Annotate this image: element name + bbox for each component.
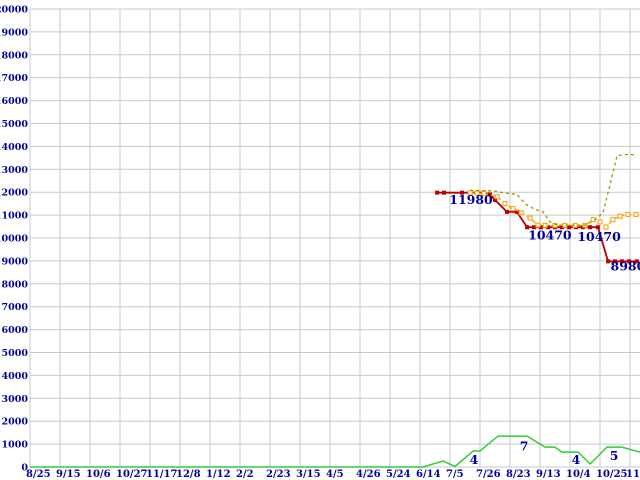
x-axis-tick-label: 12/8 — [176, 469, 201, 480]
series-orange-marker — [633, 211, 639, 217]
series-red-marker — [487, 192, 492, 197]
x-axis-tick-label: 10/4 — [566, 469, 591, 480]
series-orange-marker — [552, 222, 558, 228]
x-axis-tick-label: 11/17 — [146, 469, 178, 480]
x-axis-tick-label: 8/23 — [506, 469, 531, 480]
x-axis-tick-label: 2/23 — [266, 469, 291, 480]
x-axis-tick-label: 9/13 — [536, 469, 561, 480]
y-axis-tick-label: 13000 — [0, 165, 28, 176]
x-axis-tick-label: 10/6 — [86, 469, 111, 480]
series-orange-marker — [625, 211, 631, 217]
series-olive-line — [470, 153, 637, 226]
x-axis-tick-label: 5/24 — [386, 469, 411, 480]
series-red-marker — [567, 225, 572, 230]
x-axis-tick-label: 10/25 — [596, 469, 628, 480]
series-orange-marker — [617, 213, 623, 219]
series-red-marker — [595, 225, 600, 230]
data-value-label: 10470 — [528, 228, 572, 243]
series-red-marker — [613, 259, 617, 264]
series-orange-marker — [535, 222, 541, 228]
series-red-marker — [546, 225, 551, 230]
series-orange-marker — [597, 219, 603, 225]
series-orange-marker — [527, 215, 533, 221]
y-axis-tick-label: 5000 — [2, 348, 29, 359]
series-orange-marker — [510, 206, 516, 212]
data-value-label: 8980 — [611, 259, 640, 274]
series-red-marker — [538, 225, 543, 230]
series-red-marker — [532, 225, 536, 230]
series-red-marker — [493, 197, 497, 202]
y-axis-tick-label: 0 — [21, 463, 28, 474]
series-orange-marker — [542, 222, 548, 228]
y-axis-tick-label: 6000 — [2, 325, 29, 336]
y-axis-tick-label: 1000 — [2, 440, 29, 451]
series-red-marker — [559, 225, 564, 230]
series-orange-marker — [518, 210, 524, 216]
series-red-marker — [505, 209, 509, 214]
x-axis-tick-label: 2/2 — [236, 469, 254, 480]
y-axis-tick-label: 14000 — [0, 142, 28, 153]
y-axis-tick-label: 15000 — [0, 119, 28, 130]
x-axis-tick-label: 1/12 — [206, 469, 231, 480]
y-axis-tick-label: 10000 — [0, 234, 28, 245]
x-axis-tick-label: 4/5 — [326, 469, 344, 480]
data-value-label: 10470 — [577, 229, 621, 244]
series-red-marker — [606, 259, 611, 264]
x-axis-tick-label: 11/8 — [626, 469, 640, 480]
y-axis-tick-label: 20000 — [0, 5, 28, 16]
series-green-line — [30, 435, 640, 468]
series-red-marker — [525, 225, 530, 230]
y-axis-tick-label: 9000 — [2, 256, 29, 267]
data-value-label: 4 — [572, 452, 581, 467]
x-axis-tick-label: 10/27 — [116, 469, 148, 480]
series-orange-marker — [481, 190, 487, 196]
series-red-marker — [460, 190, 464, 195]
x-axis-tick-label: 3/15 — [296, 469, 321, 480]
x-axis-tick-label: 4/26 — [356, 469, 381, 480]
y-axis-tick-label: 4000 — [2, 371, 29, 382]
y-axis-tick-label: 16000 — [0, 96, 28, 107]
series-red-marker — [435, 190, 440, 195]
y-axis-tick-label: 17000 — [0, 73, 28, 84]
y-axis-tick-label: 2000 — [2, 417, 29, 428]
data-value-label: 11980 — [449, 192, 493, 207]
y-axis-tick-label: 12000 — [0, 188, 28, 199]
series-red-marker — [634, 259, 639, 264]
y-axis-tick-label: 8000 — [2, 279, 29, 290]
series-red-marker — [514, 209, 519, 214]
series-orange-marker — [610, 217, 616, 223]
x-axis-tick-label: 7/5 — [446, 469, 464, 480]
series-red-marker — [588, 225, 593, 230]
y-axis-tick-label: 7000 — [2, 302, 29, 313]
series-red-marker — [442, 190, 446, 195]
data-value-label: 4 — [470, 452, 479, 467]
y-axis-tick-label: 3000 — [2, 394, 29, 405]
x-axis-tick-label: 8/25 — [26, 469, 51, 480]
series-orange-marker — [502, 201, 508, 207]
x-axis-tick-label: 9/15 — [56, 469, 81, 480]
data-value-label: 7 — [520, 438, 529, 453]
series-red-marker — [619, 259, 624, 264]
y-axis-tick-label: 11000 — [0, 211, 28, 222]
series-red-marker — [627, 259, 632, 264]
x-axis-tick-label: 6/14 — [416, 469, 441, 480]
series-orange-marker — [494, 194, 500, 200]
x-axis-tick-label: 7/26 — [476, 469, 501, 480]
y-axis-tick-label: 18000 — [0, 50, 28, 61]
data-value-label: 5 — [610, 448, 619, 463]
y-axis-tick-label: 19000 — [0, 27, 28, 38]
series-orange-marker — [603, 224, 609, 230]
